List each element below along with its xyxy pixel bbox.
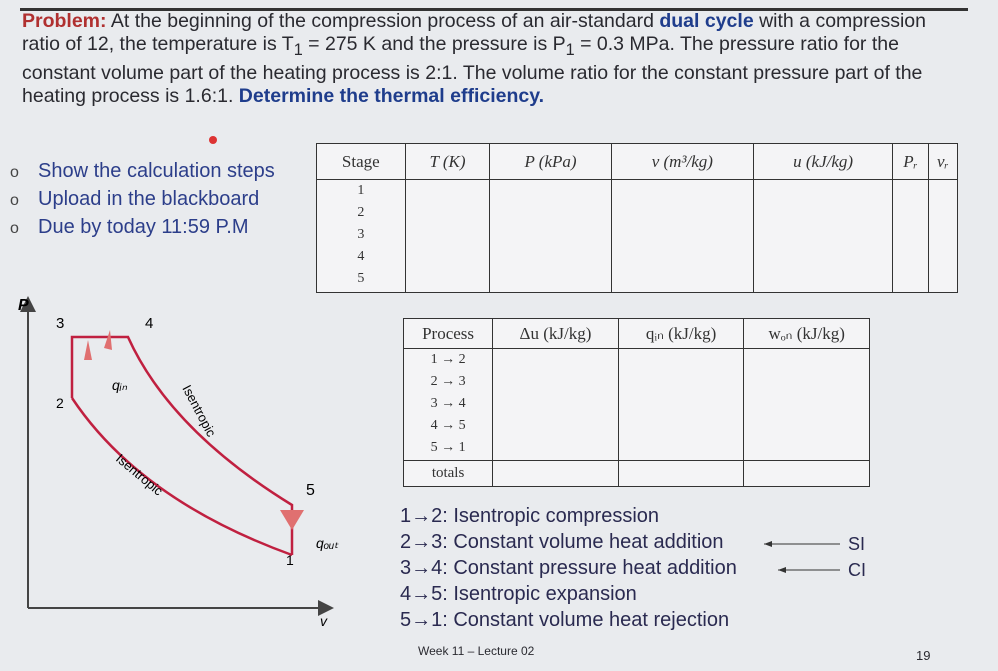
empty-cell bbox=[492, 348, 619, 461]
totals-cell: totals bbox=[402, 460, 494, 487]
point-label: 5 bbox=[306, 482, 315, 499]
point-label: 4 bbox=[145, 315, 153, 332]
text: At the beginning of the compression proc… bbox=[110, 10, 660, 32]
ci-label: CI bbox=[848, 560, 866, 580]
stage: 5 bbox=[357, 271, 365, 286]
legend-item: 2→3: Constant volume heat addition bbox=[400, 531, 724, 553]
si-label: SI bbox=[848, 534, 865, 554]
text: = 275 K and the pressure is P bbox=[302, 33, 566, 55]
header-cell: Pᵣ bbox=[892, 143, 929, 180]
footer-lecture: Week 11 – Lecture 02 bbox=[418, 644, 535, 658]
top-rule bbox=[20, 8, 968, 11]
bullet: Due by today 11:59 P.M bbox=[10, 214, 275, 242]
empty-cell bbox=[404, 179, 491, 293]
empty-cell bbox=[617, 460, 745, 487]
axis-label: v bbox=[320, 613, 328, 629]
header-cell: P (kPa) bbox=[489, 143, 612, 180]
dot bbox=[209, 136, 217, 144]
text: 1 bbox=[293, 40, 303, 59]
header-cell: vᵣ bbox=[927, 143, 959, 180]
legend-item: 4→5: Isentropic expansion bbox=[400, 583, 637, 605]
process: 4 → 5 bbox=[430, 418, 466, 433]
heat-arrow bbox=[280, 510, 304, 530]
header-cell: v (m³/kg) bbox=[610, 143, 754, 180]
header-cell: Process bbox=[402, 318, 494, 349]
header-cell: u (kJ/kg) bbox=[752, 143, 894, 180]
legend-item: 3→4: Constant pressure heat addition bbox=[400, 557, 737, 579]
q-in: qᵢₙ bbox=[112, 377, 128, 393]
process: 3 → 4 bbox=[430, 396, 466, 411]
q-out: qₒᵤₜ bbox=[316, 535, 339, 551]
text: 1 bbox=[565, 40, 575, 59]
text: Determine the thermal efficiency. bbox=[238, 84, 545, 107]
stage: 1 bbox=[357, 183, 365, 198]
problem: Problem: At the beginning of the compres… bbox=[22, 10, 962, 108]
empty-cell bbox=[743, 348, 870, 461]
header-cell: T (K) bbox=[404, 143, 491, 180]
text: = 0.3 MPa. The pressure ratio for the co… bbox=[22, 33, 923, 107]
empty-cell bbox=[489, 179, 612, 293]
bullets: Show the calculation stepsUpload in the … bbox=[10, 158, 275, 242]
header-cell: Stage bbox=[316, 143, 406, 180]
point-label: 3 bbox=[56, 315, 64, 332]
heat-arrows bbox=[84, 330, 112, 360]
bullet: Upload in the blackboard bbox=[10, 186, 275, 214]
empty-cell bbox=[492, 460, 619, 487]
bullet: Show the calculation steps bbox=[10, 158, 275, 186]
curve-label: Isentropic bbox=[179, 382, 219, 439]
stage: 3 bbox=[357, 227, 365, 242]
empty-cell bbox=[752, 179, 894, 293]
header-cell: qᵢₙ (kJ/kg) bbox=[617, 318, 745, 349]
empty-cell bbox=[617, 348, 745, 461]
curve-label: Isentropic bbox=[113, 451, 166, 499]
text: dual cycle bbox=[659, 10, 754, 32]
axis-label: P bbox=[18, 297, 29, 314]
legend-arrows: SI CI bbox=[764, 534, 866, 580]
stage: 4 bbox=[357, 249, 365, 264]
process-cell: 1 → 2 2 → 3 3 → 4 4 → 5 5 → 1 bbox=[402, 348, 494, 461]
empty-cell bbox=[927, 179, 959, 293]
empty-cell bbox=[892, 179, 929, 293]
compression-curve bbox=[70, 397, 293, 557]
legend: 1→2: Isentropic compression 2→3: Constant… bbox=[400, 503, 737, 633]
point-label: 2 bbox=[56, 395, 64, 411]
state-table: Stage T (K) P (kPa) v (m³/kg) u (kJ/kg) Pᵣ vᵣ 1… bbox=[316, 143, 959, 293]
process: 1 → 2 bbox=[430, 352, 466, 367]
empty-cell bbox=[743, 460, 870, 487]
process: 5 → 1 bbox=[430, 440, 466, 455]
header-cell: Δu (kJ/kg) bbox=[492, 318, 619, 349]
process-table: Process Δu (kJ/kg) qᵢₙ (kJ/kg) wₒₙ (kJ/kg) 1… bbox=[402, 318, 870, 487]
text: with a compression ratio of 12, the temp… bbox=[22, 10, 926, 55]
problem-label: Problem: bbox=[22, 10, 107, 32]
point-label: 1 bbox=[286, 552, 294, 568]
page-number: 19 bbox=[916, 648, 931, 663]
cycle-path bbox=[70, 335, 294, 555]
empty-cell bbox=[610, 179, 754, 293]
legend-item: 1→2: Isentropic compression bbox=[400, 505, 660, 527]
stage-cell: 1 2 3 4 5 bbox=[316, 179, 406, 293]
header-cell: wₒₙ (kJ/kg) bbox=[743, 318, 870, 349]
stage: 2 bbox=[357, 205, 365, 220]
pv-diagram: P v 1 2 3 4 5 qᵢₙ qₒᵤₜ Isentropic Isentr… bbox=[18, 296, 339, 629]
process: 2 → 3 bbox=[430, 374, 466, 389]
legend-item: 5→1: Constant volume heat rejection bbox=[400, 609, 730, 631]
